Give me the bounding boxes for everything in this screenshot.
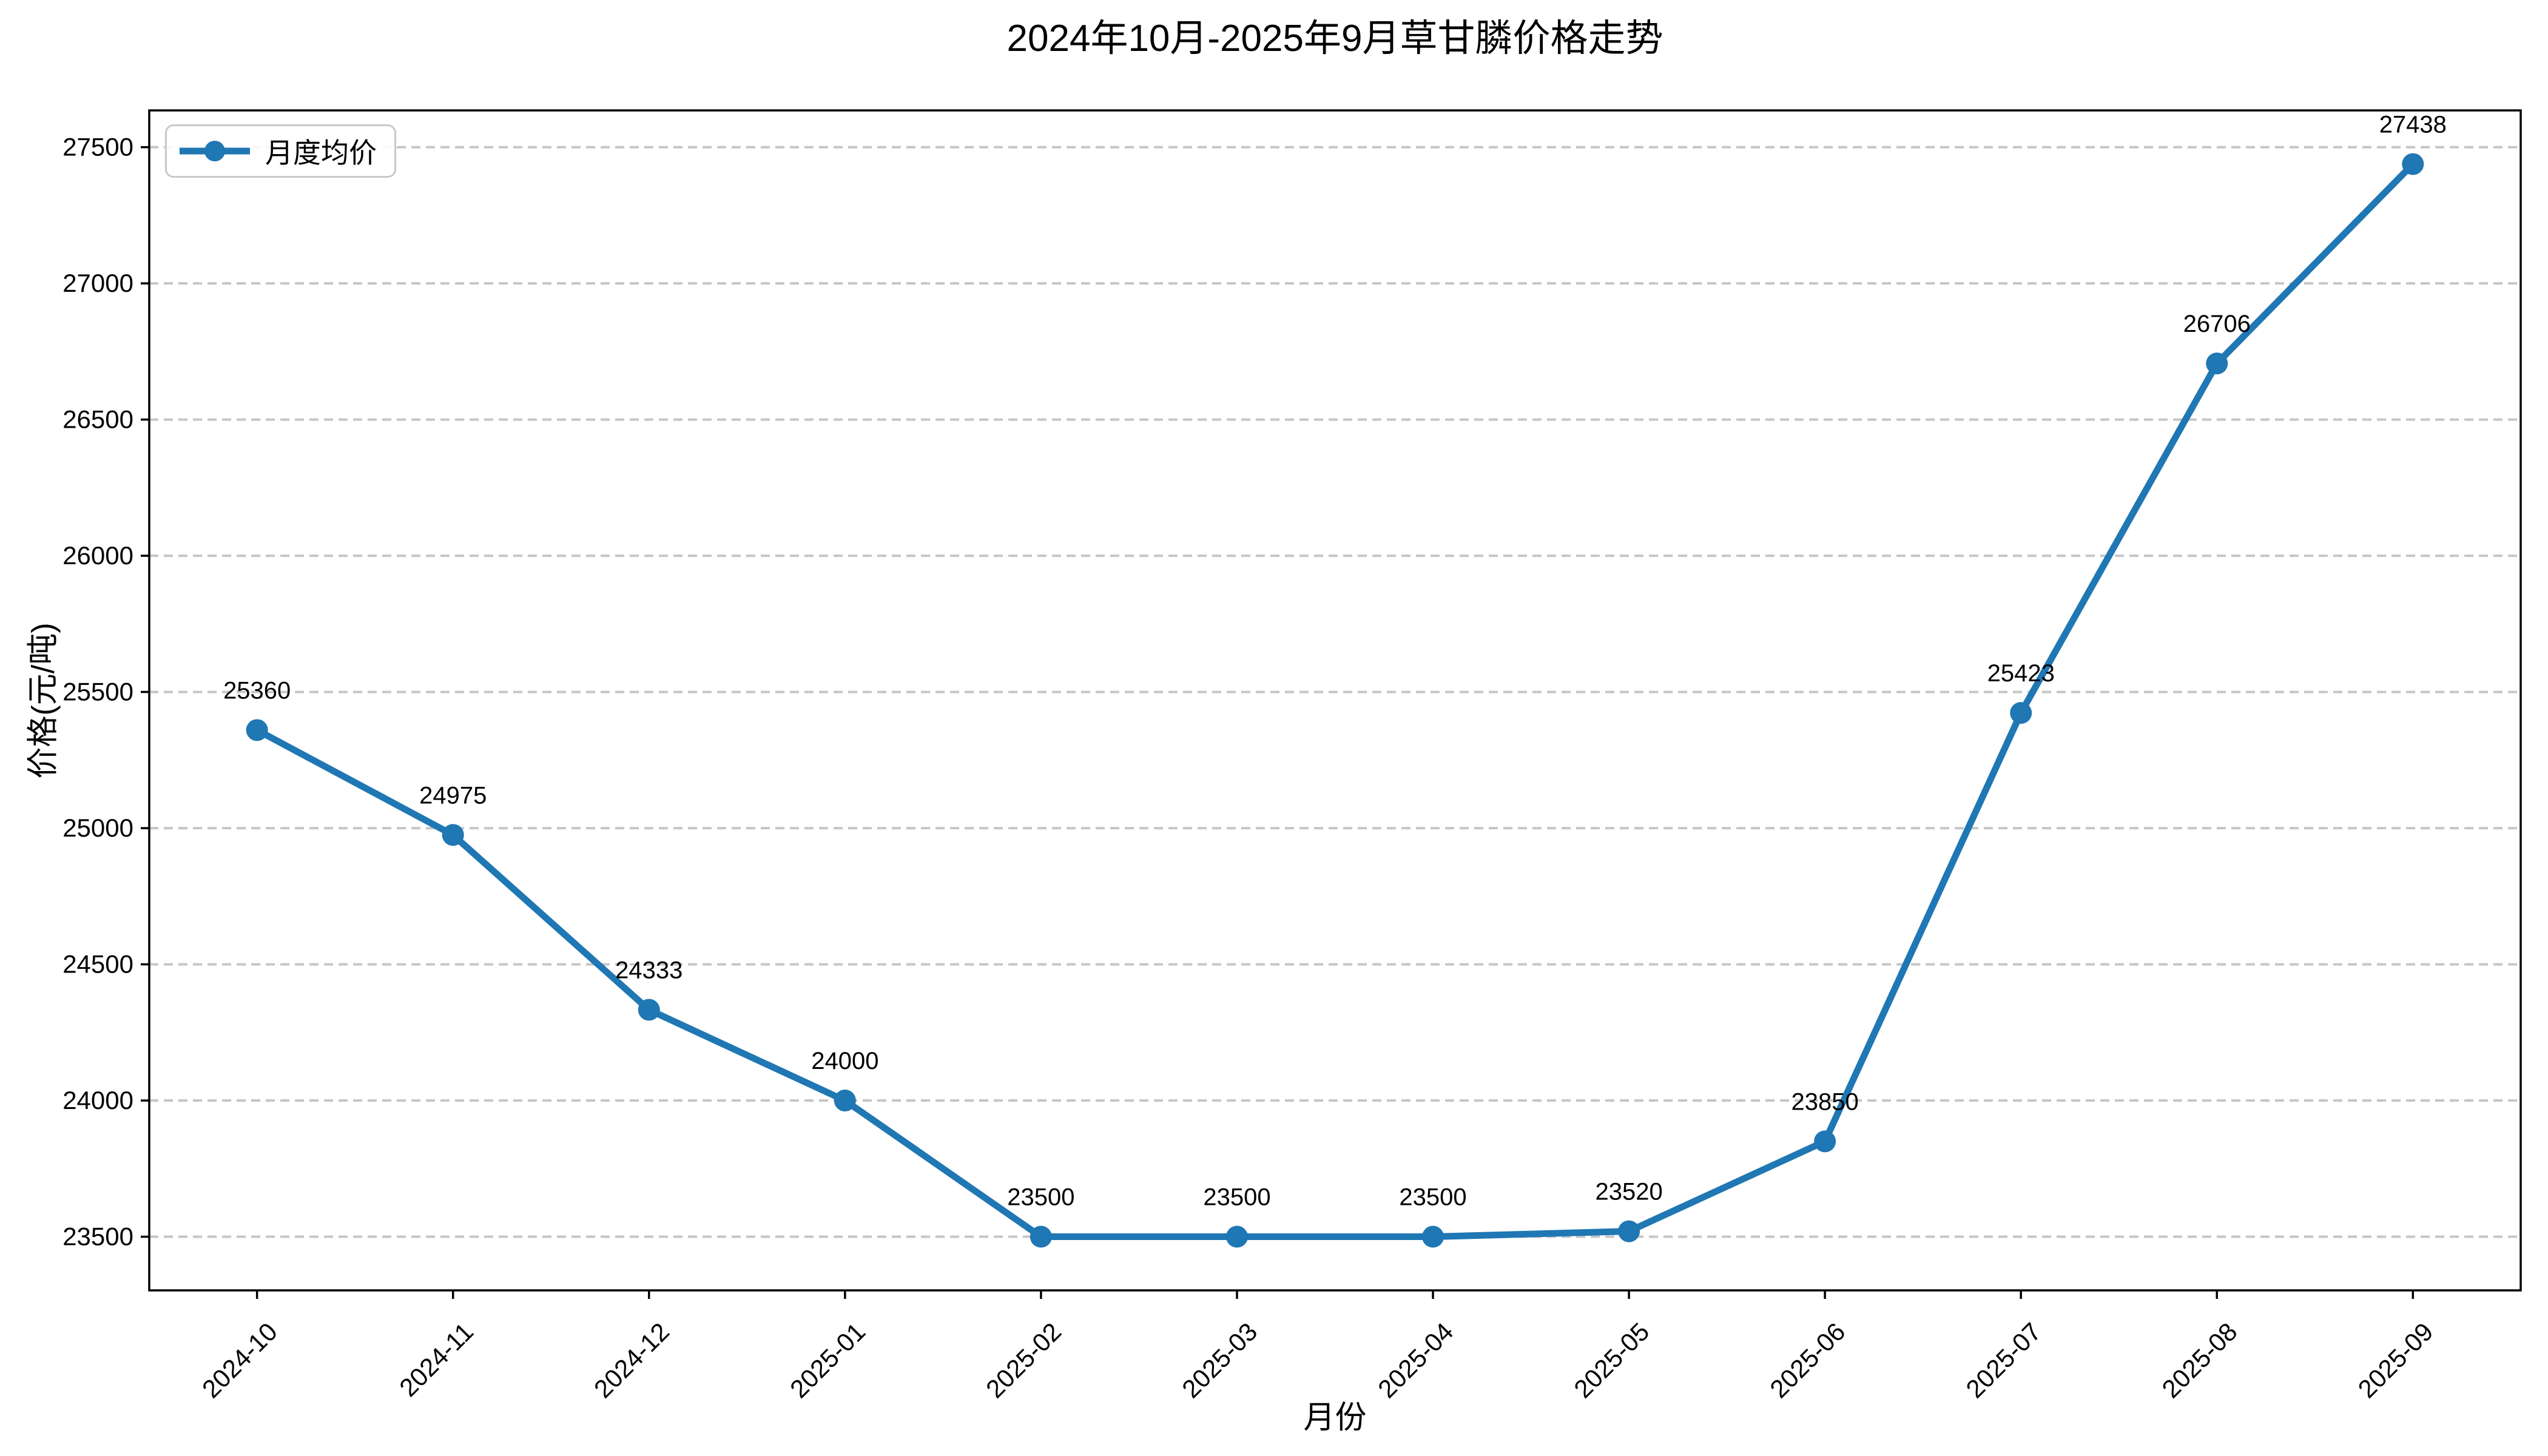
x-axis-label: 月份: [1303, 1400, 1367, 1435]
legend: 月度均价: [165, 124, 396, 178]
x-tick-label: 2024-12: [588, 1317, 675, 1403]
x-tick-label: 2025-06: [1764, 1317, 1850, 1403]
data-point-marker: [1030, 1225, 1052, 1248]
data-point-marker: [1814, 1130, 1836, 1153]
x-tick-label: 2025-08: [2156, 1317, 2242, 1403]
data-point-label: 23850: [1791, 1088, 1859, 1115]
data-point-label: 27438: [2379, 111, 2447, 138]
x-tick-label: 2025-05: [1568, 1317, 1654, 1403]
data-point-marker: [1225, 1225, 1248, 1248]
data-point-label: 25360: [223, 677, 291, 704]
x-tick-label: 2025-07: [1960, 1317, 2046, 1403]
data-point-marker: [2402, 153, 2424, 175]
legend-label: 月度均价: [265, 137, 377, 169]
series-line: [254, 160, 2416, 1241]
data-point-marker: [638, 999, 660, 1021]
data-point-marker: [834, 1090, 856, 1112]
data-point-marker: [246, 719, 268, 741]
data-point-label: 24333: [615, 957, 682, 984]
y-tick-label: 27000: [62, 269, 133, 297]
x-tick-label: 2025-04: [1372, 1317, 1458, 1403]
data-point-label: 26706: [2183, 311, 2251, 337]
data-point-label: 24975: [419, 782, 487, 809]
x-tick-label: 2025-03: [1176, 1317, 1262, 1403]
data-point-label: 23500: [1203, 1184, 1270, 1211]
y-tick-label: 24000: [62, 1086, 133, 1114]
y-tick-label: 26000: [62, 541, 133, 570]
y-tick-label: 23500: [62, 1222, 133, 1251]
y-tick-label: 25000: [62, 814, 133, 842]
data-point-marker: [1422, 1225, 1444, 1248]
x-tick-label: 2025-09: [2352, 1317, 2438, 1403]
data-point-marker: [2010, 702, 2032, 724]
x-tick-label: 2025-02: [980, 1317, 1067, 1403]
x-tick-label: 2024-11: [394, 1317, 479, 1402]
chart-title: 2024年10月-2025年9月草甘膦价格走势: [1006, 18, 1663, 59]
data-point-label: 23520: [1595, 1179, 1662, 1205]
data-point-label: 25423: [1987, 660, 2055, 687]
data-point-label: 24000: [811, 1048, 878, 1074]
y-tick-label: 26500: [62, 405, 133, 434]
data-point-marker: [2206, 352, 2228, 375]
x-tick-label: 2024-10: [197, 1317, 283, 1403]
x-tick-label: 2025-01: [784, 1317, 871, 1403]
legend-line-sample-icon: [180, 141, 250, 161]
data-point-marker: [1618, 1220, 1640, 1242]
data-point-label: 23500: [1007, 1184, 1074, 1211]
axis-spines: [148, 109, 2522, 1292]
data-point-label: 23500: [1399, 1184, 1466, 1211]
data-point-marker: [442, 824, 464, 846]
y-tick-label: 25500: [62, 678, 133, 706]
y-tick-label: 24500: [62, 950, 133, 979]
y-tick-label: 27500: [62, 133, 133, 161]
